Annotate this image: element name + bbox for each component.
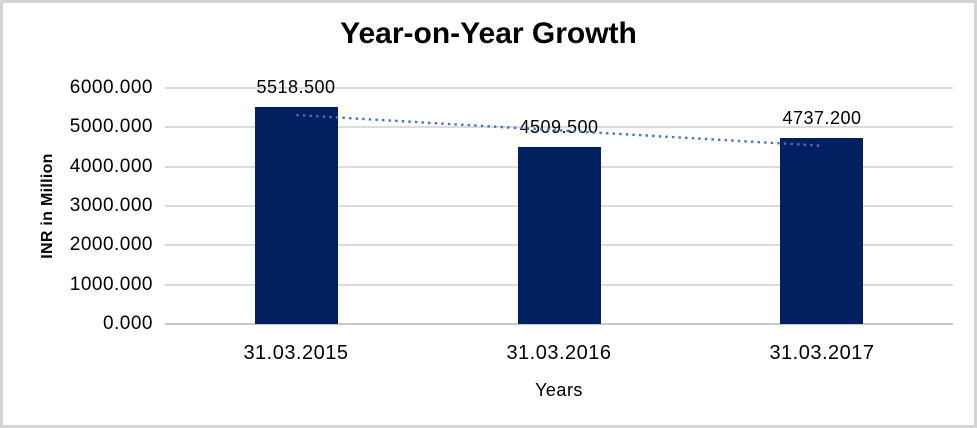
bar-data-label: 5518.500: [256, 77, 336, 97]
chart-title: Year-on-Year Growth: [340, 17, 637, 50]
y-tick-label: 6000.000: [69, 77, 153, 98]
gridline: [165, 87, 953, 89]
bar-data-label: 4509.500: [519, 117, 599, 137]
bar-data-label: 4737.200: [782, 108, 862, 128]
y-tick-label: 2000.000: [69, 234, 153, 255]
y-tick-label: 1000.000: [69, 274, 153, 295]
x-tick-label: 31.03.2017: [769, 342, 875, 364]
y-tick-label: 0.000: [102, 313, 153, 334]
x-axis-title: Years: [535, 380, 583, 400]
bar: [518, 147, 601, 324]
x-axis-line: [165, 323, 953, 325]
y-tick-label: 3000.000: [69, 195, 153, 216]
bar: [255, 107, 338, 324]
y-tick-label: 5000.000: [69, 116, 153, 137]
plot-area: 5518.500 4509.500 4737.200: [165, 77, 953, 325]
x-tick-label: 31.03.2015: [243, 342, 349, 364]
x-tick-label: 31.03.2016: [506, 342, 612, 364]
bar: [780, 138, 863, 324]
y-tick-label: 4000.000: [69, 156, 153, 177]
